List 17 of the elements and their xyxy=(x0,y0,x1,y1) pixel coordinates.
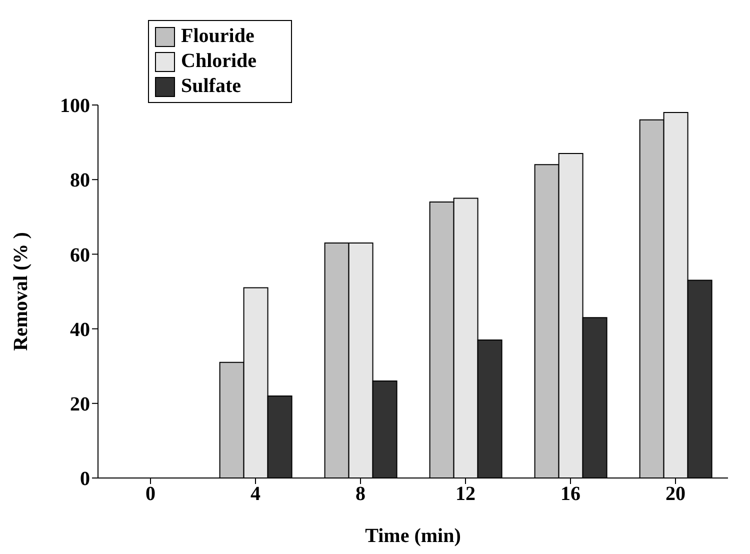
x-tick-label: 20 xyxy=(666,483,686,506)
y-axis-title: Removal (% ) xyxy=(10,232,32,351)
legend-label: Flouride xyxy=(181,25,254,48)
y-tick-label: 80 xyxy=(70,170,90,192)
y-tick-label: 0 xyxy=(80,468,90,490)
legend-label: Chloride xyxy=(181,50,257,73)
x-tick-label: 0 xyxy=(146,483,156,506)
x-tick-label: 8 xyxy=(356,483,366,506)
x-tick-label: 4 xyxy=(250,483,260,506)
x-tick-label: 12 xyxy=(456,483,476,506)
x-tick-label: 16 xyxy=(560,483,580,506)
y-tick-label: 40 xyxy=(70,318,90,341)
y-tick-label: 20 xyxy=(70,394,90,416)
y-tick-label: 60 xyxy=(70,244,90,266)
legend-label: Sulfate xyxy=(181,75,241,98)
y-tick-label: 100 xyxy=(60,95,90,118)
x-axis-title: Time (min) xyxy=(365,525,461,547)
